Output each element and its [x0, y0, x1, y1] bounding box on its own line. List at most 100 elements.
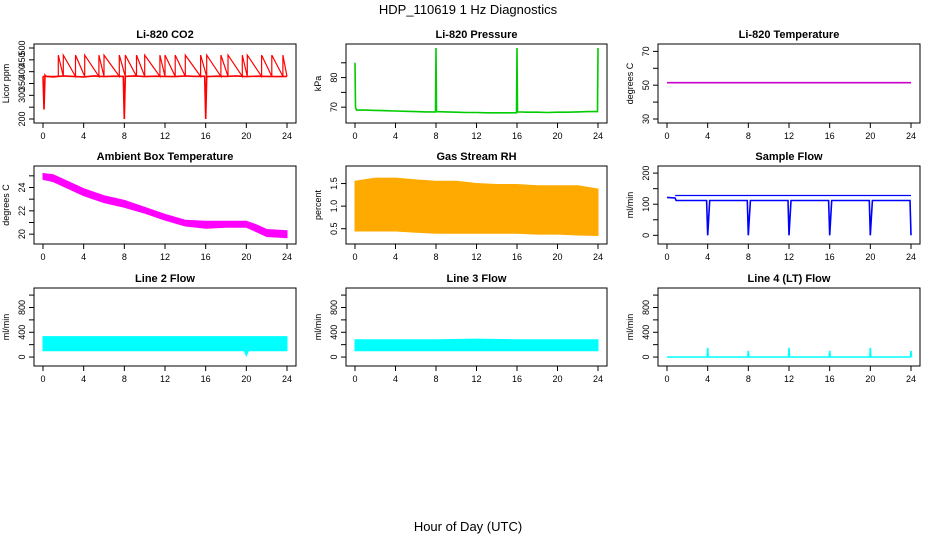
y-tick-label: 450: [17, 52, 27, 67]
panel-gas-stream-rh: Gas Stream RH percent 0 4 8 12 16 20 24 0.5 1.0 1.5: [313, 151, 608, 262]
y-tick-label: 80: [329, 73, 339, 83]
x-tick-label: 4: [705, 131, 710, 141]
x-tick-label: 20: [241, 131, 251, 141]
panel-title: Ambient Box Temperature: [97, 151, 234, 163]
panel-li-820-pressure: Li-820 Pressure kPa 0 4 8 12 16 20 24 70 80: [313, 29, 608, 141]
x-tick-label: 8: [433, 252, 438, 262]
x-tick-label: 16: [512, 131, 522, 141]
x-tick-label: 16: [201, 131, 211, 141]
x-tick-label: 4: [81, 374, 86, 384]
x-tick-label: 20: [241, 252, 251, 262]
x-tick-label: 20: [865, 374, 875, 384]
x-tick-label: 16: [825, 131, 835, 141]
x-tick-label: 8: [122, 374, 127, 384]
x-tick-label: 20: [552, 252, 562, 262]
x-tick-label: 24: [593, 374, 603, 384]
x-tick-label: 8: [122, 252, 127, 262]
x-tick-label: 0: [664, 374, 669, 384]
x-tick-label: 20: [552, 374, 562, 384]
y-axis-label: degrees C: [1, 184, 11, 226]
y-tick-label: 1.5: [329, 177, 339, 190]
x-tick-label: 12: [471, 374, 481, 384]
panel-line-4-lt-flow: Line 4 (LT) Flow ml/min 0 4 8 12 16 20 24 0 400 800: [625, 273, 921, 384]
x-tick-label: 12: [784, 131, 794, 141]
y-axis-label: percent: [313, 189, 323, 220]
y-tick-label: 0: [329, 355, 339, 360]
series-line: [666, 196, 912, 236]
y-tick-label: 200: [17, 111, 27, 126]
x-tick-label: 12: [784, 374, 794, 384]
panel-title: Line 4 (LT) Flow: [748, 273, 831, 285]
y-axis-label: degrees C: [625, 62, 635, 104]
plot-frame: [33, 287, 297, 367]
y-axis-label: kPa: [313, 76, 323, 92]
x-tick-label: 24: [593, 131, 603, 141]
y-tick-label: 20: [17, 229, 27, 239]
x-tick-label: 4: [81, 252, 86, 262]
x-tick-label: 4: [393, 131, 398, 141]
panel-ambient-box-temperature: Ambient Box Temperature degrees C 0 4 8 12 16 2…: [1, 151, 297, 262]
y-tick-label: 200: [641, 166, 651, 181]
panel-title: Li-820 CO2: [136, 29, 193, 41]
x-tick-label: 4: [393, 252, 398, 262]
y-tick-label: 70: [641, 46, 651, 56]
series-band: [42, 172, 288, 239]
y-tick-label: 0: [641, 233, 651, 238]
x-tick-label: 20: [865, 131, 875, 141]
x-tick-label: 8: [746, 252, 751, 262]
x-tick-label: 16: [201, 374, 211, 384]
y-tick-label: 0: [17, 355, 27, 360]
y-tick-label: 1.0: [329, 200, 339, 213]
x-tick-label: 4: [705, 374, 710, 384]
y-tick-label: 50: [641, 80, 651, 90]
series-line: [667, 347, 913, 358]
x-tick-label: 16: [512, 252, 522, 262]
x-tick-label: 12: [471, 252, 481, 262]
series-band: [42, 336, 288, 358]
figure-xlabel: Hour of Day (UTC): [413, 519, 523, 534]
x-tick-label: 24: [282, 131, 292, 141]
y-tick-label: 800: [641, 300, 651, 315]
x-tick-label: 4: [705, 252, 710, 262]
x-tick-label: 16: [201, 252, 211, 262]
x-tick-label: 8: [122, 131, 127, 141]
x-tick-label: 0: [40, 252, 45, 262]
x-tick-label: 16: [825, 374, 835, 384]
y-tick-label: 400: [17, 325, 27, 340]
x-tick-label: 0: [352, 252, 357, 262]
panel-li-820-temperature: Li-820 Temperature degrees C 0 4 8 12 16 20 24 30…: [625, 29, 921, 141]
x-tick-label: 8: [746, 374, 751, 384]
x-tick-label: 8: [433, 131, 438, 141]
y-axis-label: ml/min: [1, 314, 11, 341]
x-tick-label: 0: [40, 374, 45, 384]
plot-frame: [345, 287, 608, 367]
panel-title: Li-820 Pressure: [436, 29, 518, 41]
x-tick-label: 20: [865, 252, 875, 262]
x-tick-label: 0: [352, 131, 357, 141]
x-tick-label: 24: [906, 374, 916, 384]
x-tick-label: 0: [352, 374, 357, 384]
y-axis-label: Licor ppm: [1, 64, 11, 104]
series-band: [354, 177, 599, 237]
y-tick-label: 0: [641, 355, 651, 360]
y-tick-label: 800: [17, 300, 27, 315]
panel-title: Sample Flow: [755, 151, 823, 163]
y-axis-label: ml/min: [625, 314, 635, 341]
y-tick-label: 300: [17, 88, 27, 103]
x-tick-label: 12: [160, 252, 170, 262]
plot-frame: [657, 43, 921, 124]
panel-line-3-flow: Line 3 Flow ml/min 0 4 8 12 16 20 24 0 400 800: [313, 273, 608, 384]
x-tick-label: 24: [282, 252, 292, 262]
x-tick-label: 12: [160, 374, 170, 384]
x-tick-label: 12: [160, 131, 170, 141]
y-tick-label: 400: [17, 64, 27, 79]
x-tick-label: 4: [81, 131, 86, 141]
series-line: [42, 73, 288, 120]
panel-line-2-flow: Line 2 Flow ml/min 0 4 8 12 16 20 24 0 400 800: [1, 273, 297, 384]
x-tick-label: 8: [433, 374, 438, 384]
x-tick-label: 16: [512, 374, 522, 384]
y-tick-label: 70: [329, 102, 339, 112]
series-line: [43, 52, 288, 79]
x-tick-label: 20: [552, 131, 562, 141]
